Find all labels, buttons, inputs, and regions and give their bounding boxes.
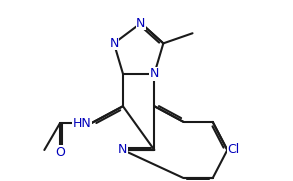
Text: Cl: Cl — [227, 144, 240, 157]
Text: N: N — [136, 17, 146, 30]
Text: N: N — [109, 37, 119, 50]
Text: O: O — [55, 146, 65, 159]
Text: N: N — [118, 144, 128, 157]
Text: HN: HN — [73, 117, 91, 130]
Text: N: N — [150, 67, 159, 80]
